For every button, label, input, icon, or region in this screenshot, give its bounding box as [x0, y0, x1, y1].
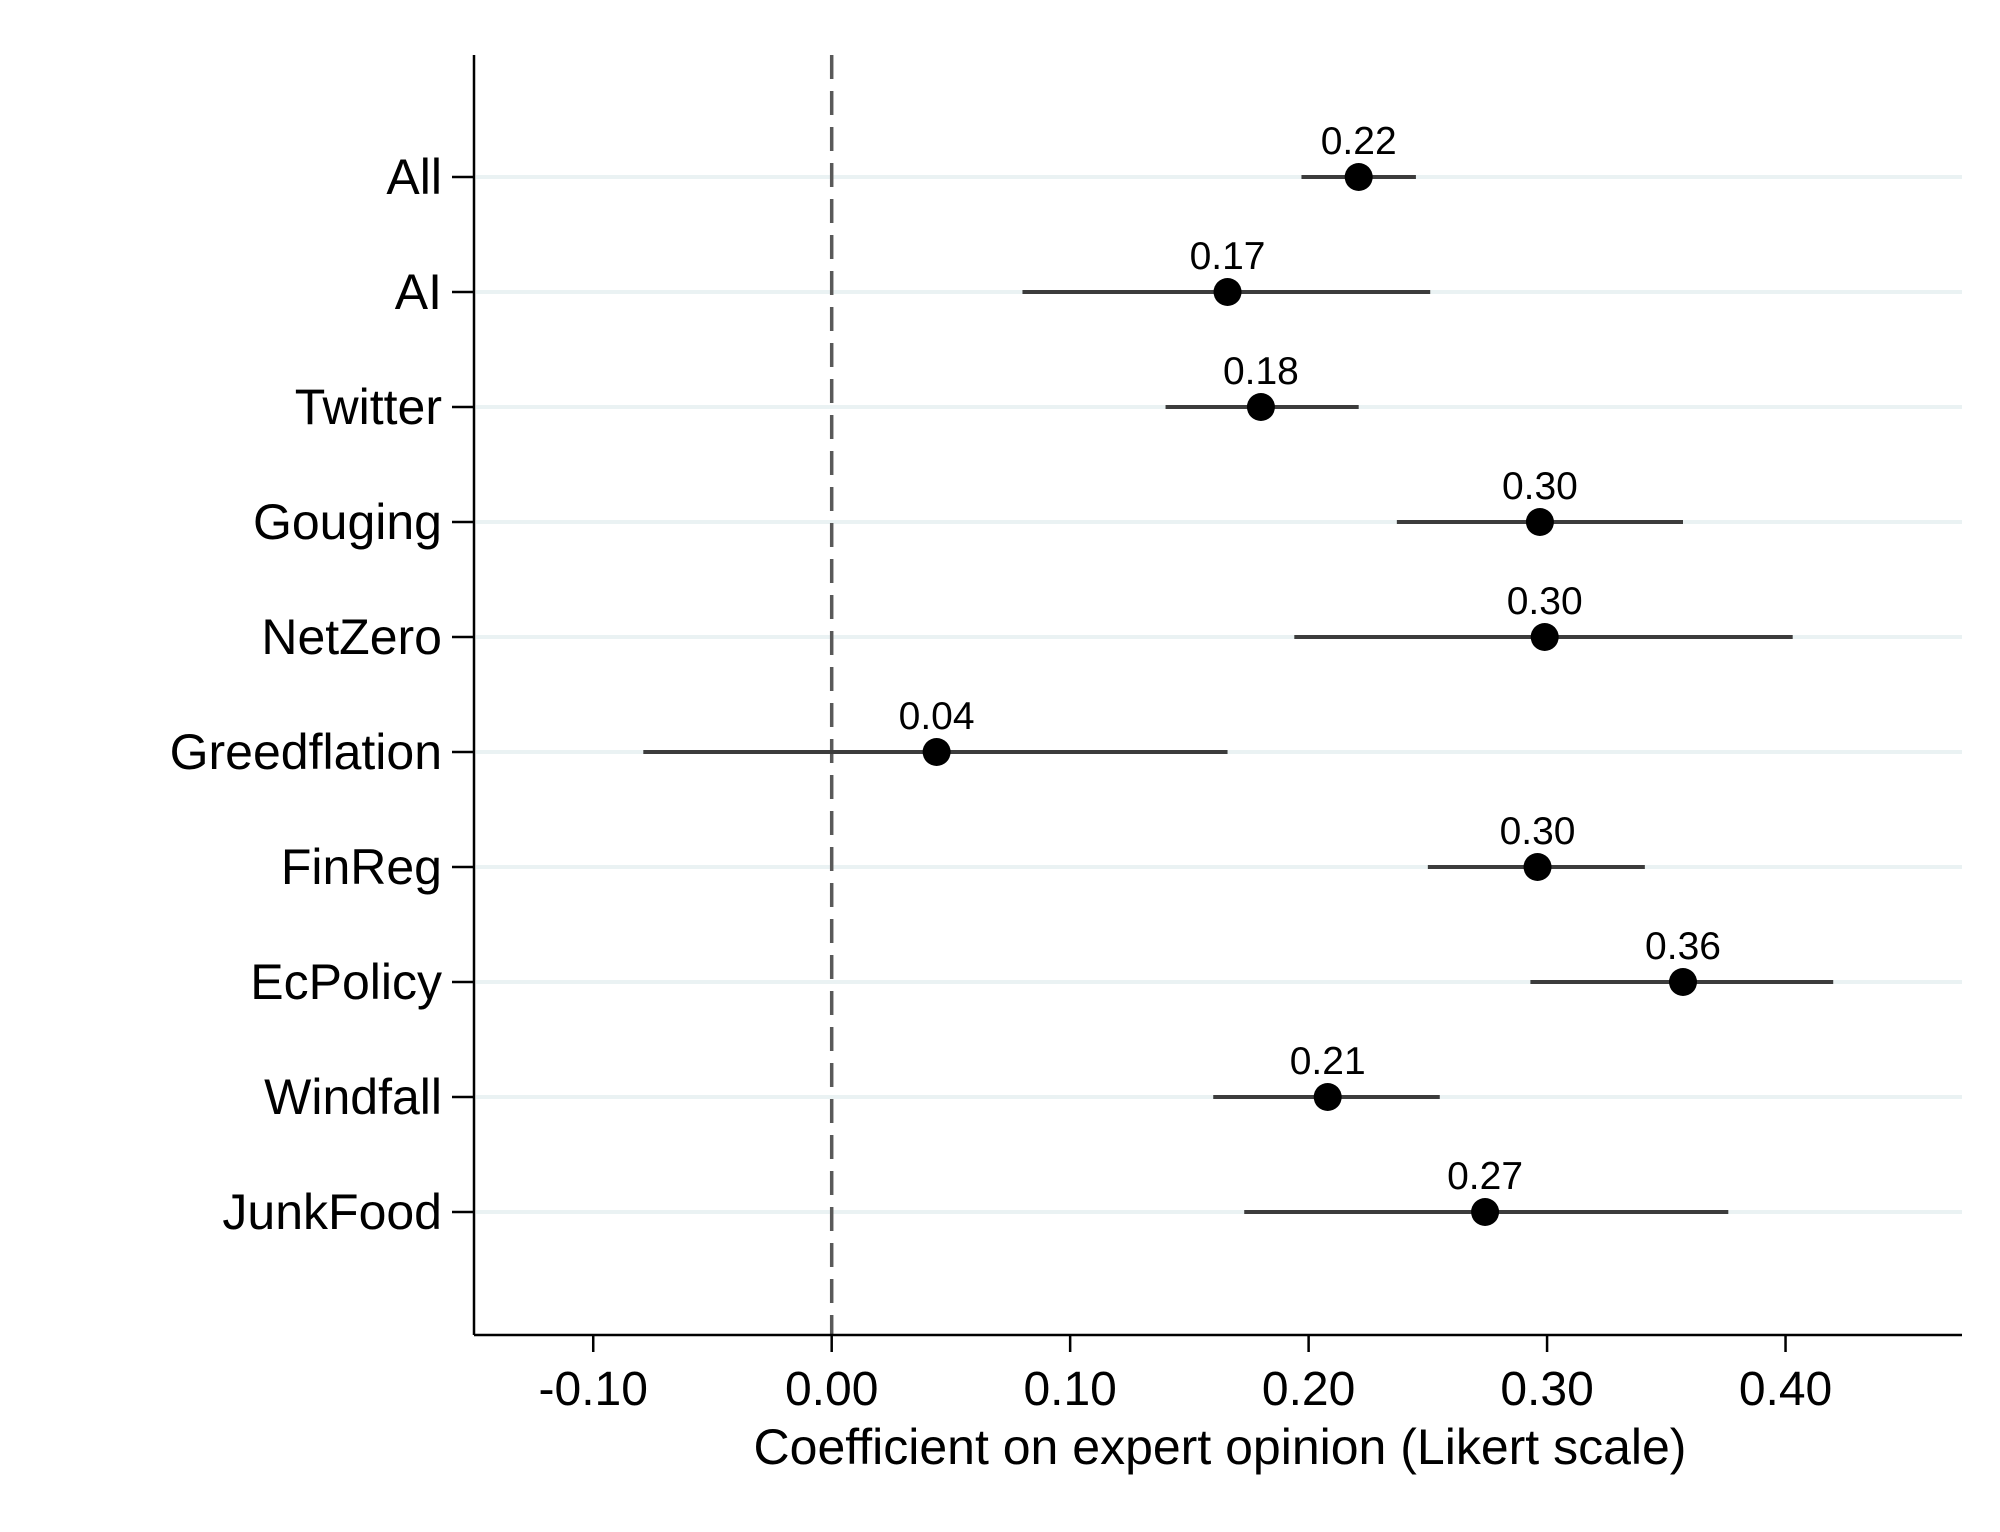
point-estimate [1213, 278, 1242, 306]
point-estimates [922, 163, 1697, 1226]
point-estimate [1471, 1198, 1500, 1226]
point-estimate [1523, 853, 1552, 881]
value-label: 0.22 [1321, 120, 1397, 163]
labels: -0.10 0.00 0.10 0.20 0.30 0.40 All 0.22 AI 0.17 Tw… [170, 120, 1833, 1416]
point-estimate [1344, 163, 1373, 191]
confidence-intervals [643, 175, 1834, 1214]
point-estimate [1246, 393, 1275, 421]
value-label: 0.21 [1290, 1040, 1366, 1083]
axes [452, 55, 1962, 1352]
value-label: 0.36 [1645, 925, 1721, 968]
category-label: AI [395, 264, 442, 320]
category-label: Windfall [264, 1069, 442, 1125]
category-label: JunkFood [222, 1184, 442, 1240]
category-label: Twitter [295, 379, 442, 435]
point-estimate [1669, 968, 1697, 996]
point-estimate [1525, 508, 1554, 536]
value-label: 0.30 [1500, 810, 1576, 853]
grid-lines [476, 175, 1962, 1214]
value-label: 0.04 [899, 695, 975, 738]
point-estimate [1530, 623, 1559, 651]
x-tick-label: 0.40 [1739, 1363, 1832, 1416]
category-label: NetZero [261, 609, 442, 665]
value-label: 0.27 [1447, 1155, 1523, 1198]
value-label: 0.18 [1223, 350, 1299, 393]
value-label: 0.30 [1507, 580, 1583, 623]
category-label: FinReg [281, 839, 442, 895]
category-label: Gouging [253, 494, 442, 550]
category-label: EcPolicy [250, 954, 442, 1010]
category-label: Greedflation [170, 724, 442, 780]
value-label: 0.17 [1190, 235, 1266, 278]
x-tick-label: 0.10 [1023, 1363, 1116, 1416]
value-label: 0.30 [1502, 465, 1578, 508]
category-label: All [386, 149, 442, 205]
point-estimate [1313, 1083, 1342, 1111]
x-tick-label: 0.30 [1500, 1363, 1593, 1416]
point-estimate [922, 738, 951, 766]
x-tick-label: -0.10 [539, 1363, 648, 1416]
x-tick-label: 0.00 [785, 1363, 878, 1416]
x-tick-label: 0.20 [1262, 1363, 1355, 1416]
x-axis-title: Coefficient on expert opinion (Likert sc… [754, 1419, 1687, 1475]
